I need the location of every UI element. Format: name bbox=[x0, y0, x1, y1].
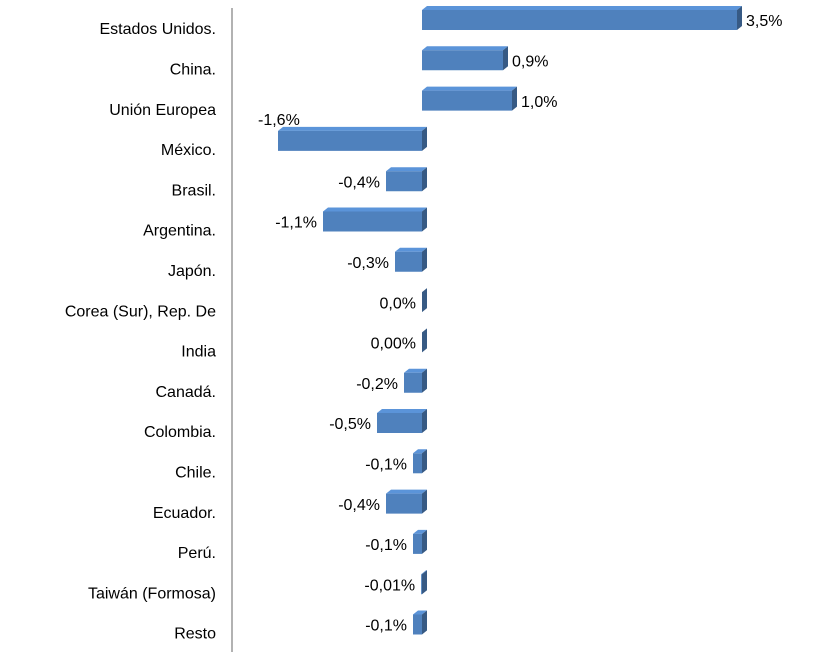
data-label: -0,1% bbox=[365, 457, 407, 474]
data-label: 3,5% bbox=[746, 13, 782, 30]
bar bbox=[386, 167, 427, 192]
bar-face bbox=[413, 533, 422, 554]
bar-face bbox=[422, 126, 427, 151]
y-tick-label: Unión Europea bbox=[109, 102, 216, 119]
bar-face bbox=[386, 171, 422, 192]
y-tick-label: Corea (Sur), Rep. De bbox=[65, 303, 216, 320]
bar-face bbox=[503, 46, 508, 71]
bar bbox=[421, 570, 427, 595]
bar-face bbox=[422, 449, 427, 474]
bar-face bbox=[737, 6, 742, 30]
y-tick-label: Estados Unidos. bbox=[99, 21, 216, 38]
bar-face bbox=[395, 247, 427, 252]
bar-face bbox=[422, 489, 427, 514]
data-label: -0,3% bbox=[347, 255, 389, 272]
bar-face bbox=[422, 46, 508, 51]
bar-face bbox=[323, 207, 427, 212]
bar-face bbox=[377, 409, 427, 413]
bar-face bbox=[278, 130, 422, 151]
bar-face bbox=[386, 493, 422, 514]
y-tick-label: Argentina. bbox=[143, 223, 216, 240]
bar-face bbox=[422, 167, 427, 192]
bar bbox=[422, 6, 742, 30]
y-tick-label: India bbox=[181, 344, 216, 361]
bar bbox=[323, 207, 427, 232]
bar bbox=[278, 126, 427, 151]
y-tick-label: Ecuador. bbox=[153, 505, 216, 522]
bar-face bbox=[386, 167, 427, 172]
y-tick-label: Perú. bbox=[178, 545, 216, 562]
data-label: -0,4% bbox=[338, 174, 380, 191]
bar-face bbox=[512, 86, 517, 111]
bar-face bbox=[404, 372, 422, 393]
data-label: -1,6% bbox=[258, 112, 300, 129]
data-label: -1,1% bbox=[275, 215, 317, 232]
bar-face bbox=[422, 529, 427, 554]
bar bbox=[413, 610, 427, 635]
data-label: 0,0% bbox=[380, 295, 416, 312]
bar-face bbox=[422, 328, 427, 353]
bar bbox=[422, 86, 517, 111]
bar-face bbox=[422, 247, 427, 272]
bar-face bbox=[323, 211, 422, 232]
bar-face bbox=[422, 6, 742, 10]
data-label: -0,2% bbox=[356, 376, 398, 393]
bar-face bbox=[422, 90, 512, 111]
y-tick-label: Colombia. bbox=[144, 424, 216, 441]
bar-face bbox=[386, 489, 427, 494]
data-label: 0,9% bbox=[512, 54, 548, 71]
y-tick-label: Canadá. bbox=[156, 384, 217, 401]
y-tick-label: Resto bbox=[174, 626, 216, 643]
bar bbox=[395, 247, 427, 272]
bar-face bbox=[422, 50, 503, 71]
bar-face bbox=[395, 251, 422, 272]
bar-face bbox=[413, 614, 422, 635]
bar-face bbox=[422, 207, 427, 232]
y-tick-label: Japón. bbox=[168, 263, 216, 280]
bar bbox=[413, 529, 427, 554]
bar-face bbox=[413, 453, 422, 474]
bar bbox=[422, 288, 427, 313]
data-label: -0,1% bbox=[365, 618, 407, 635]
bar bbox=[377, 409, 427, 433]
data-label: -0,1% bbox=[365, 537, 407, 554]
y-tick-label: Chile. bbox=[175, 465, 216, 482]
bar bbox=[386, 489, 427, 514]
bar-face bbox=[413, 449, 427, 454]
y-tick-label: China. bbox=[170, 62, 216, 79]
bar-face bbox=[404, 368, 427, 373]
bar-face bbox=[422, 570, 427, 595]
bar-face bbox=[422, 86, 517, 91]
bar-face bbox=[421, 574, 422, 595]
data-label: 1,0% bbox=[521, 94, 557, 111]
bar bbox=[422, 328, 427, 353]
bar-face bbox=[278, 126, 427, 131]
data-label: -0,5% bbox=[329, 416, 371, 433]
data-label: -0,4% bbox=[338, 497, 380, 514]
bar-face bbox=[422, 610, 427, 635]
y-tick-label: Brasil. bbox=[172, 182, 216, 199]
data-label: -0,01% bbox=[364, 577, 415, 594]
bar-face bbox=[413, 529, 427, 534]
y-tick-label: México. bbox=[161, 142, 216, 159]
bar bbox=[422, 46, 508, 71]
bar bbox=[413, 449, 427, 474]
data-label: 0,00% bbox=[371, 336, 416, 353]
bar-face bbox=[422, 10, 737, 30]
bar-face bbox=[377, 413, 422, 433]
bar-face bbox=[422, 409, 427, 433]
bar-face bbox=[422, 288, 427, 313]
bar-face bbox=[413, 610, 427, 615]
bar-face bbox=[422, 368, 427, 393]
bar-face bbox=[421, 570, 427, 575]
y-tick-label: Taiwán (Formosa) bbox=[88, 585, 216, 602]
bar bbox=[404, 368, 427, 393]
